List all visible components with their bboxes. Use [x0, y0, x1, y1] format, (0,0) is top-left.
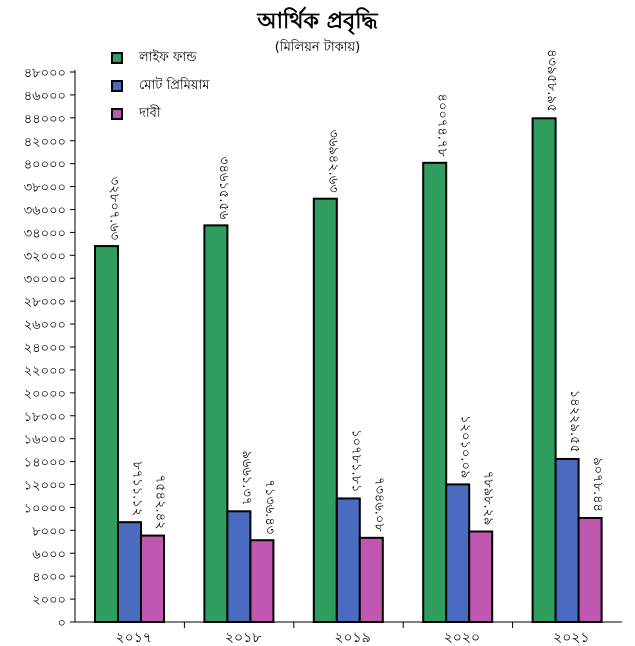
y-tick-label: ২০০০ [32, 593, 66, 608]
bar [468, 530, 494, 624]
y-tick-label: ৪২০০০ [24, 135, 66, 150]
chart-title: আর্থিক প্রবৃদ্ধি [257, 9, 378, 34]
y-tick-label: ১৪০০০ [24, 456, 66, 471]
data-label: ৭৫৪২.৪২ [153, 475, 168, 530]
data-label: ৪৩৯৫৮.৯৫ [544, 49, 559, 112]
legend-label-premium: মোট প্রিমিয়াম [139, 77, 210, 93]
data-label: ৭১৩৬.৪৩ [262, 479, 277, 534]
data-label: ৯৬৬১.৩৭ [239, 450, 254, 505]
y-tick-label: ৩৬০০০ [24, 204, 66, 219]
legend-item-premium: মোট প্রিমিয়াম [111, 72, 210, 100]
x-tick-label: ২০১৯ [334, 630, 370, 646]
legend-label-life-fund: লাইফ ফান্ড [139, 49, 197, 65]
bar [249, 539, 275, 623]
x-tick-label: ২০১৭ [115, 630, 151, 646]
bar [203, 224, 229, 623]
data-label: ৩৬৯৪২.৬৩ [325, 129, 340, 192]
legend-item-claims: দাবী [111, 100, 210, 128]
y-tick-label: ৩০০০০ [24, 272, 66, 287]
y-tick-label: ২২০০০ [24, 364, 66, 379]
y-tick-label: ১৬০০০ [24, 433, 66, 448]
bar [117, 521, 142, 623]
legend-swatch-claims [111, 108, 123, 120]
y-tick-label: ১০০০০ [24, 501, 66, 516]
legend-swatch-premium [111, 80, 123, 92]
bar [358, 536, 384, 624]
bar [445, 483, 471, 624]
bar [422, 161, 448, 623]
y-tick-label: ০ [58, 616, 66, 631]
data-label: ১২০১০.০৯ [458, 415, 473, 478]
y-tick-label: ৪৪০০০ [24, 112, 66, 127]
y-tick-label: ২৬০০০ [24, 318, 66, 333]
data-label: ৮৭১১.১২ [130, 461, 145, 516]
bar [335, 497, 361, 624]
bar [226, 510, 252, 624]
y-tick-label: ৩২০০০ [24, 249, 66, 264]
y-tick-label: ১৮০০০ [24, 410, 66, 425]
data-label: ১৪২২৯.৫৫ [567, 390, 582, 453]
y-tick-label: ৪০০০০ [24, 158, 66, 173]
y-tick-label: ৪৮০০০ [24, 66, 66, 81]
x-tick-label: ২০২১ [553, 630, 589, 646]
y-tick-label: ২০০০০ [24, 387, 66, 402]
chart-subtitle: (মিলিয়ন টাকায়) [274, 40, 361, 55]
data-label: ৩৪৬১৫.৫৬ [216, 156, 231, 220]
y-tick-label: ৪০০০ [32, 570, 66, 585]
legend-swatch-life-fund [111, 52, 123, 64]
data-label: ৩২৮০৭.৬৩ [107, 177, 122, 240]
bar [554, 457, 580, 623]
y-tick-label: ৪৬০০০ [24, 89, 66, 104]
legend-item-life-fund: লাইফ ফান্ড [111, 44, 210, 72]
data-label: ১০৭৮১.৮১ [348, 429, 363, 492]
data-label: ৪০০৭৪.৭৮ [435, 94, 450, 158]
legend-label-claims: দাবী [139, 105, 161, 121]
bar [94, 245, 119, 623]
data-label: ৭৮৯৮.২৯ [481, 471, 496, 526]
y-tick-label: ৩৮০০০ [24, 181, 66, 196]
legend: লাইফ ফান্ড মোট প্রিমিয়াম দাবী [111, 44, 210, 128]
bar [140, 534, 165, 623]
y-tick-label: ৬০০০ [32, 547, 66, 562]
bar [531, 117, 557, 623]
x-tick-label: ২০১৮ [225, 630, 261, 646]
bar [577, 516, 603, 623]
data-label: ৭৩৪৬.০৮ [371, 477, 386, 532]
y-tick-label: ৩৪০০০ [24, 226, 66, 241]
y-tick-label: ১২০০০ [24, 479, 66, 494]
bar [312, 197, 338, 623]
data-label: ৯০৭৮.৪৪ [590, 457, 605, 512]
y-tick-label: ৮০০০ [32, 524, 66, 539]
y-tick-label: ২৮০০০ [24, 295, 66, 310]
y-tick-label: ২৪০০০ [24, 341, 66, 356]
x-tick-label: ২০২০ [444, 630, 480, 646]
